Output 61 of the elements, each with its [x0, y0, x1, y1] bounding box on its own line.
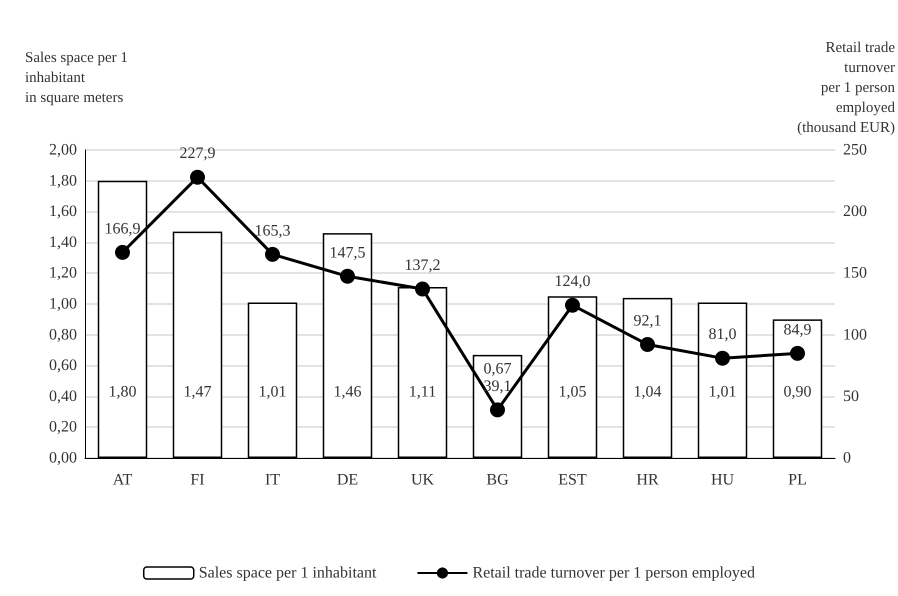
data-label: 1,46: [334, 384, 362, 400]
x-tick-label: FI: [190, 472, 205, 488]
y-axis-title: Sales space per 1 inhabitant in square meters: [25, 50, 128, 106]
y-tick-label: 1,20: [49, 264, 77, 282]
data-label: 1,80: [108, 384, 136, 400]
x-tick-label: IT: [264, 472, 280, 488]
data-label: 92,1: [634, 312, 662, 330]
y2-tick-label: 200: [843, 203, 867, 220]
y-tick-label: 2,00: [49, 142, 77, 158]
legend-label: Sales space per 1 inhabitant: [198, 564, 378, 582]
y-tick-label: 1,40: [49, 234, 77, 251]
y-tick-label: 0,40: [49, 388, 77, 405]
y-tick-label: 1,00: [49, 296, 77, 312]
data-label: 84,9: [784, 321, 812, 338]
y-tick-label: 0,20: [49, 418, 77, 436]
y2-tick-label: 100: [843, 326, 867, 344]
data-label: 166,9: [104, 220, 140, 238]
x-tick-label: HR: [636, 472, 659, 488]
y-tick-label: 0,00: [49, 450, 77, 466]
y2-tick-label: 50: [843, 388, 859, 405]
y-tick-label: 1,60: [49, 203, 77, 220]
x-tick-label: EST: [558, 472, 587, 488]
y2-axis-title: Retail trade turnover per 1 person employed (thousand EUR): [797, 40, 896, 136]
x-tick-label: BG: [486, 472, 510, 488]
point: [265, 246, 280, 262]
y-tick-label: 1,80: [49, 172, 77, 190]
data-label: 0,67: [484, 360, 512, 378]
x-tick-label: HU: [710, 472, 734, 488]
y-tick-label: 0,80: [49, 326, 77, 344]
data-label: 124,0: [554, 273, 590, 290]
data-label: 0,90: [784, 384, 812, 400]
point: [715, 350, 730, 366]
point: [115, 244, 130, 260]
x-tick-label: DE: [336, 472, 358, 488]
data-label: 1,04: [634, 384, 662, 400]
y2-tick-label: 0: [843, 450, 851, 466]
x-tick-label: AT: [112, 472, 132, 488]
data-label: 1,01: [708, 384, 736, 400]
data-label: 1,47: [184, 384, 212, 400]
data-label: 227,9: [180, 145, 216, 162]
data-label: 1,01: [258, 384, 286, 400]
legend-label: Retail trade turnover per 1 person employed: [472, 564, 756, 582]
y2-tick-label: 250: [843, 142, 867, 158]
data-label: 39,1: [484, 378, 512, 395]
point: [340, 268, 355, 284]
y-tick-label: 0,60: [49, 357, 77, 374]
x-tick-label: PL: [788, 472, 807, 488]
y2-tick-label: 150: [843, 264, 867, 282]
x-tick-label: UK: [410, 472, 434, 488]
data-label: 165,3: [254, 222, 290, 240]
point: [790, 346, 805, 361]
data-label: 1,05: [558, 384, 586, 400]
point: [640, 337, 655, 352]
data-label: 137,2: [404, 256, 440, 274]
point: [490, 402, 505, 418]
data-label: 147,5: [330, 244, 366, 262]
point: [190, 170, 205, 185]
data-label: 1,11: [408, 384, 436, 400]
data-label: 81,0: [708, 326, 736, 344]
point: [415, 281, 430, 296]
point: [565, 298, 580, 313]
